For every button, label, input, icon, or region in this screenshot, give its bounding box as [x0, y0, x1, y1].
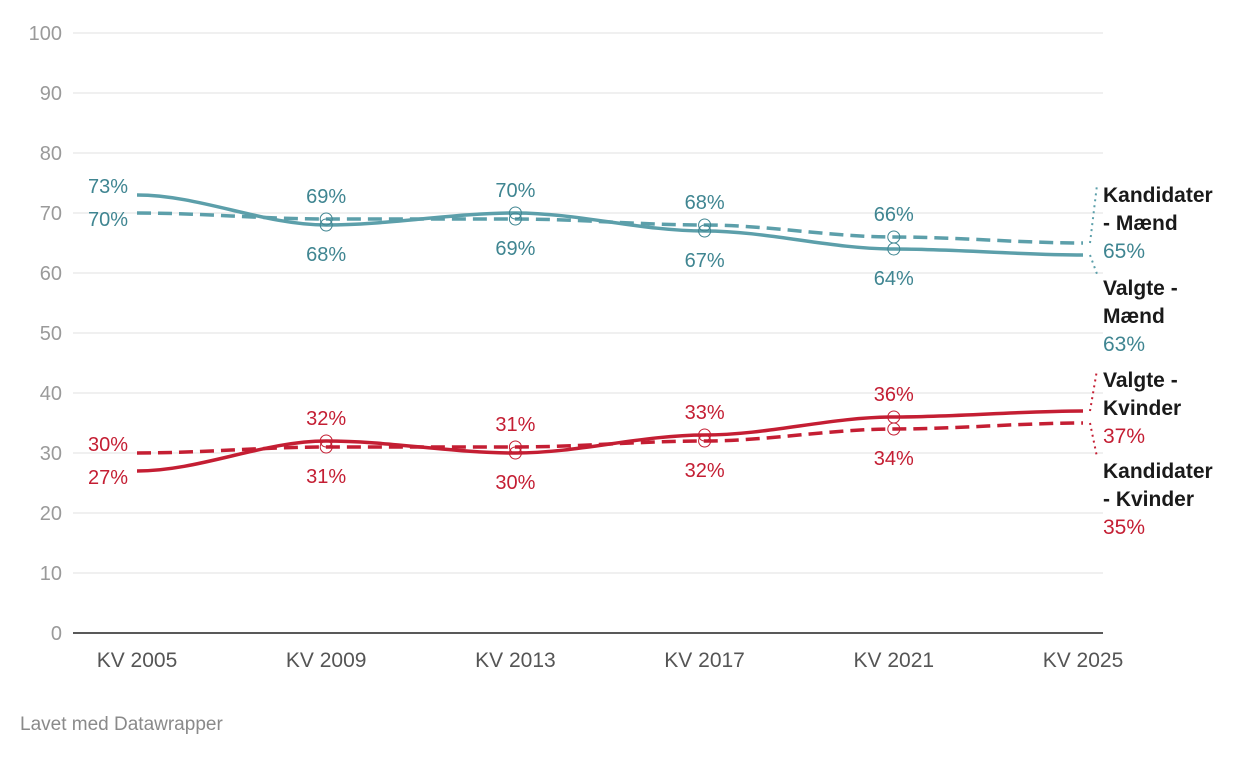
data-label: 67%: [685, 250, 725, 272]
x-tick-label: KV 2021: [854, 649, 935, 672]
y-tick-label: 20: [40, 503, 62, 525]
data-point-marker: [698, 434, 712, 448]
y-tick-label: 0: [51, 623, 62, 645]
label-connector: [1089, 369, 1098, 412]
series-end-value: 65%: [1103, 240, 1145, 263]
data-label: 31%: [306, 466, 346, 488]
data-label: 34%: [874, 448, 914, 470]
series-name-label: Kvinder: [1103, 397, 1181, 420]
footer-credit[interactable]: Lavet med Datawrapper: [20, 714, 223, 735]
x-tick-label: KV 2009: [286, 649, 367, 672]
y-tick-label: 90: [40, 83, 62, 105]
data-label: 69%: [306, 186, 346, 208]
data-point-marker: [698, 218, 712, 232]
data-label: 73%: [88, 176, 128, 198]
data-point-marker: [887, 242, 901, 256]
data-point-marker: [319, 218, 333, 232]
data-point-marker: [508, 440, 522, 454]
y-tick-label: 40: [40, 383, 62, 405]
label-connector: [1089, 422, 1098, 458]
series-line-kandidater-mænd: [136, 211, 1084, 245]
data-point-marker: [319, 434, 333, 448]
y-tick-label: 60: [40, 263, 62, 285]
y-tick-label: 10: [40, 563, 62, 585]
y-tick-label: 100: [29, 23, 62, 45]
x-tick-label: KV 2017: [664, 649, 745, 672]
data-label: 32%: [685, 460, 725, 482]
series-name-label: Kandidater: [1103, 460, 1213, 483]
data-label: 32%: [306, 408, 346, 430]
series-name-label: Kandidater: [1103, 184, 1213, 207]
series-name-label: Valgte -: [1103, 369, 1178, 392]
data-label: 30%: [88, 434, 128, 456]
data-point-marker: [508, 446, 522, 460]
label-connector: [1089, 184, 1098, 244]
x-tick-label: KV 2025: [1043, 649, 1124, 672]
data-point-marker: [319, 440, 333, 454]
series-name-label: Mænd: [1103, 305, 1165, 328]
data-label: 68%: [306, 244, 346, 266]
data-point-marker: [887, 422, 901, 436]
data-label: 66%: [874, 204, 914, 226]
data-label: 70%: [495, 180, 535, 202]
data-point-marker: [698, 428, 712, 442]
series-line-valgte-mænd: [136, 193, 1084, 257]
y-tick-label: 30: [40, 443, 62, 465]
series-line-kandidater-kvinder: [136, 421, 1084, 455]
series-end-value: 63%: [1103, 333, 1145, 356]
data-point-marker: [508, 212, 522, 226]
data-label: 27%: [88, 467, 128, 489]
data-label: 70%: [88, 209, 128, 231]
data-label: 64%: [874, 268, 914, 290]
series-name-label: - Kvinder: [1103, 488, 1194, 511]
label-connector: [1089, 254, 1098, 275]
data-point-marker: [508, 206, 522, 220]
series-end-value: 37%: [1103, 425, 1145, 448]
data-label: 30%: [495, 472, 535, 494]
y-tick-label: 80: [40, 143, 62, 165]
series-end-value: 35%: [1103, 516, 1145, 539]
data-label: 31%: [495, 414, 535, 436]
y-tick-label: 70: [40, 203, 62, 225]
series-name-label: - Mænd: [1103, 212, 1178, 235]
data-label: 33%: [685, 402, 725, 424]
data-label: 69%: [495, 238, 535, 260]
data-label: 68%: [685, 192, 725, 214]
x-tick-label: KV 2013: [475, 649, 556, 672]
data-point-marker: [319, 212, 333, 226]
x-tick-label: KV 2005: [97, 649, 178, 672]
y-tick-label: 50: [40, 323, 62, 345]
series-line-valgte-kvinder: [136, 409, 1084, 473]
data-label: 36%: [874, 384, 914, 406]
data-point-marker: [698, 224, 712, 238]
series-name-label: Valgte -: [1103, 277, 1178, 300]
